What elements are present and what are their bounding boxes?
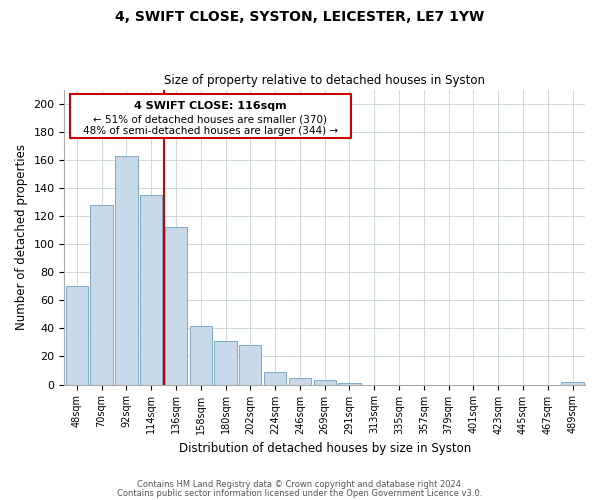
FancyBboxPatch shape [70,94,351,138]
Text: 4, SWIFT CLOSE, SYSTON, LEICESTER, LE7 1YW: 4, SWIFT CLOSE, SYSTON, LEICESTER, LE7 1… [115,10,485,24]
Bar [190,326,212,384]
Bar [165,227,187,384]
Y-axis label: Number of detached properties: Number of detached properties [15,144,28,330]
Bar [115,156,137,384]
Text: 48% of semi-detached houses are larger (344) →: 48% of semi-detached houses are larger (… [83,126,338,136]
Bar [264,372,286,384]
Bar [289,378,311,384]
Title: Size of property relative to detached houses in Syston: Size of property relative to detached ho… [164,74,485,87]
Bar [214,341,236,384]
Bar [140,195,163,384]
Bar [562,382,584,384]
Bar [65,286,88,384]
Bar [91,205,113,384]
Bar [239,345,262,385]
Text: Contains HM Land Registry data © Crown copyright and database right 2024.: Contains HM Land Registry data © Crown c… [137,480,463,489]
Text: ← 51% of detached houses are smaller (370): ← 51% of detached houses are smaller (37… [93,114,327,124]
Text: 4 SWIFT CLOSE: 116sqm: 4 SWIFT CLOSE: 116sqm [134,102,286,112]
Bar [314,380,336,384]
Text: Contains public sector information licensed under the Open Government Licence v3: Contains public sector information licen… [118,489,482,498]
X-axis label: Distribution of detached houses by size in Syston: Distribution of detached houses by size … [179,442,471,455]
Bar [338,383,361,384]
